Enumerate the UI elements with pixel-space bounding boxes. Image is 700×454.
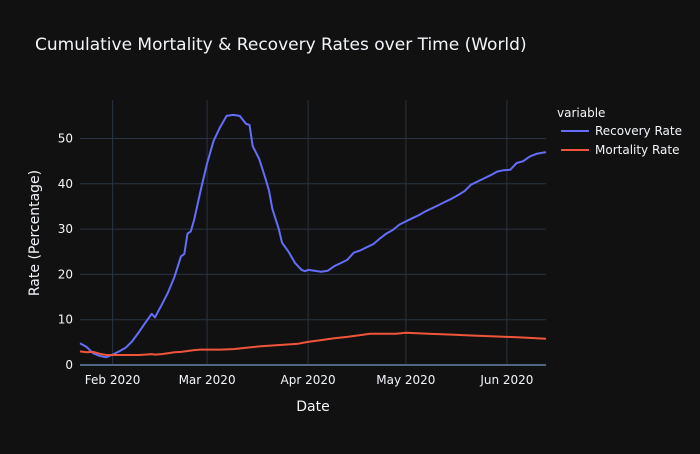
legend-label-mortality-rate: Mortality Rate <box>595 143 680 157</box>
legend-item-mortality-rate[interactable]: Mortality Rate <box>561 143 680 157</box>
grid-layer <box>80 100 546 366</box>
legend-title: variable <box>557 106 605 120</box>
x-tick-label: Mar 2020 <box>179 373 236 387</box>
series-layer <box>79 113 547 359</box>
legend-label-recovery-rate: Recovery Rate <box>595 124 682 138</box>
x-tick-label: May 2020 <box>376 373 435 387</box>
x-tick-label: Jun 2020 <box>479 373 533 387</box>
y-tick-label: 40 <box>58 177 73 191</box>
y-tick-label: 20 <box>58 267 73 281</box>
plot-area <box>80 100 546 365</box>
y-tick-label: 50 <box>58 132 73 146</box>
x-tick-label: Feb 2020 <box>85 373 141 387</box>
y-tick-label: 10 <box>58 313 73 327</box>
y-tick-label: 0 <box>65 358 73 372</box>
series-line-recovery-rate[interactable] <box>79 113 547 359</box>
y-tick-label: 30 <box>58 222 73 236</box>
x-axis-ticks: Feb 2020 Mar 2020 Apr 2020 May 2020 Jun 2020 <box>85 373 534 387</box>
y-axis-ticks: 0 10 20 30 40 50 <box>58 132 73 372</box>
series-line-mortality-rate[interactable] <box>79 331 547 356</box>
x-axis-title: Date <box>296 399 329 415</box>
legend-item-recovery-rate[interactable]: Recovery Rate <box>561 124 682 138</box>
y-axis-title: Rate (Percentage) <box>27 170 43 296</box>
chart-title: Cumulative Mortality & Recovery Rates ov… <box>35 35 527 55</box>
x-tick-label: Apr 2020 <box>281 373 336 387</box>
legend[interactable]: variable Recovery Rate Mortality Rate <box>557 106 682 157</box>
